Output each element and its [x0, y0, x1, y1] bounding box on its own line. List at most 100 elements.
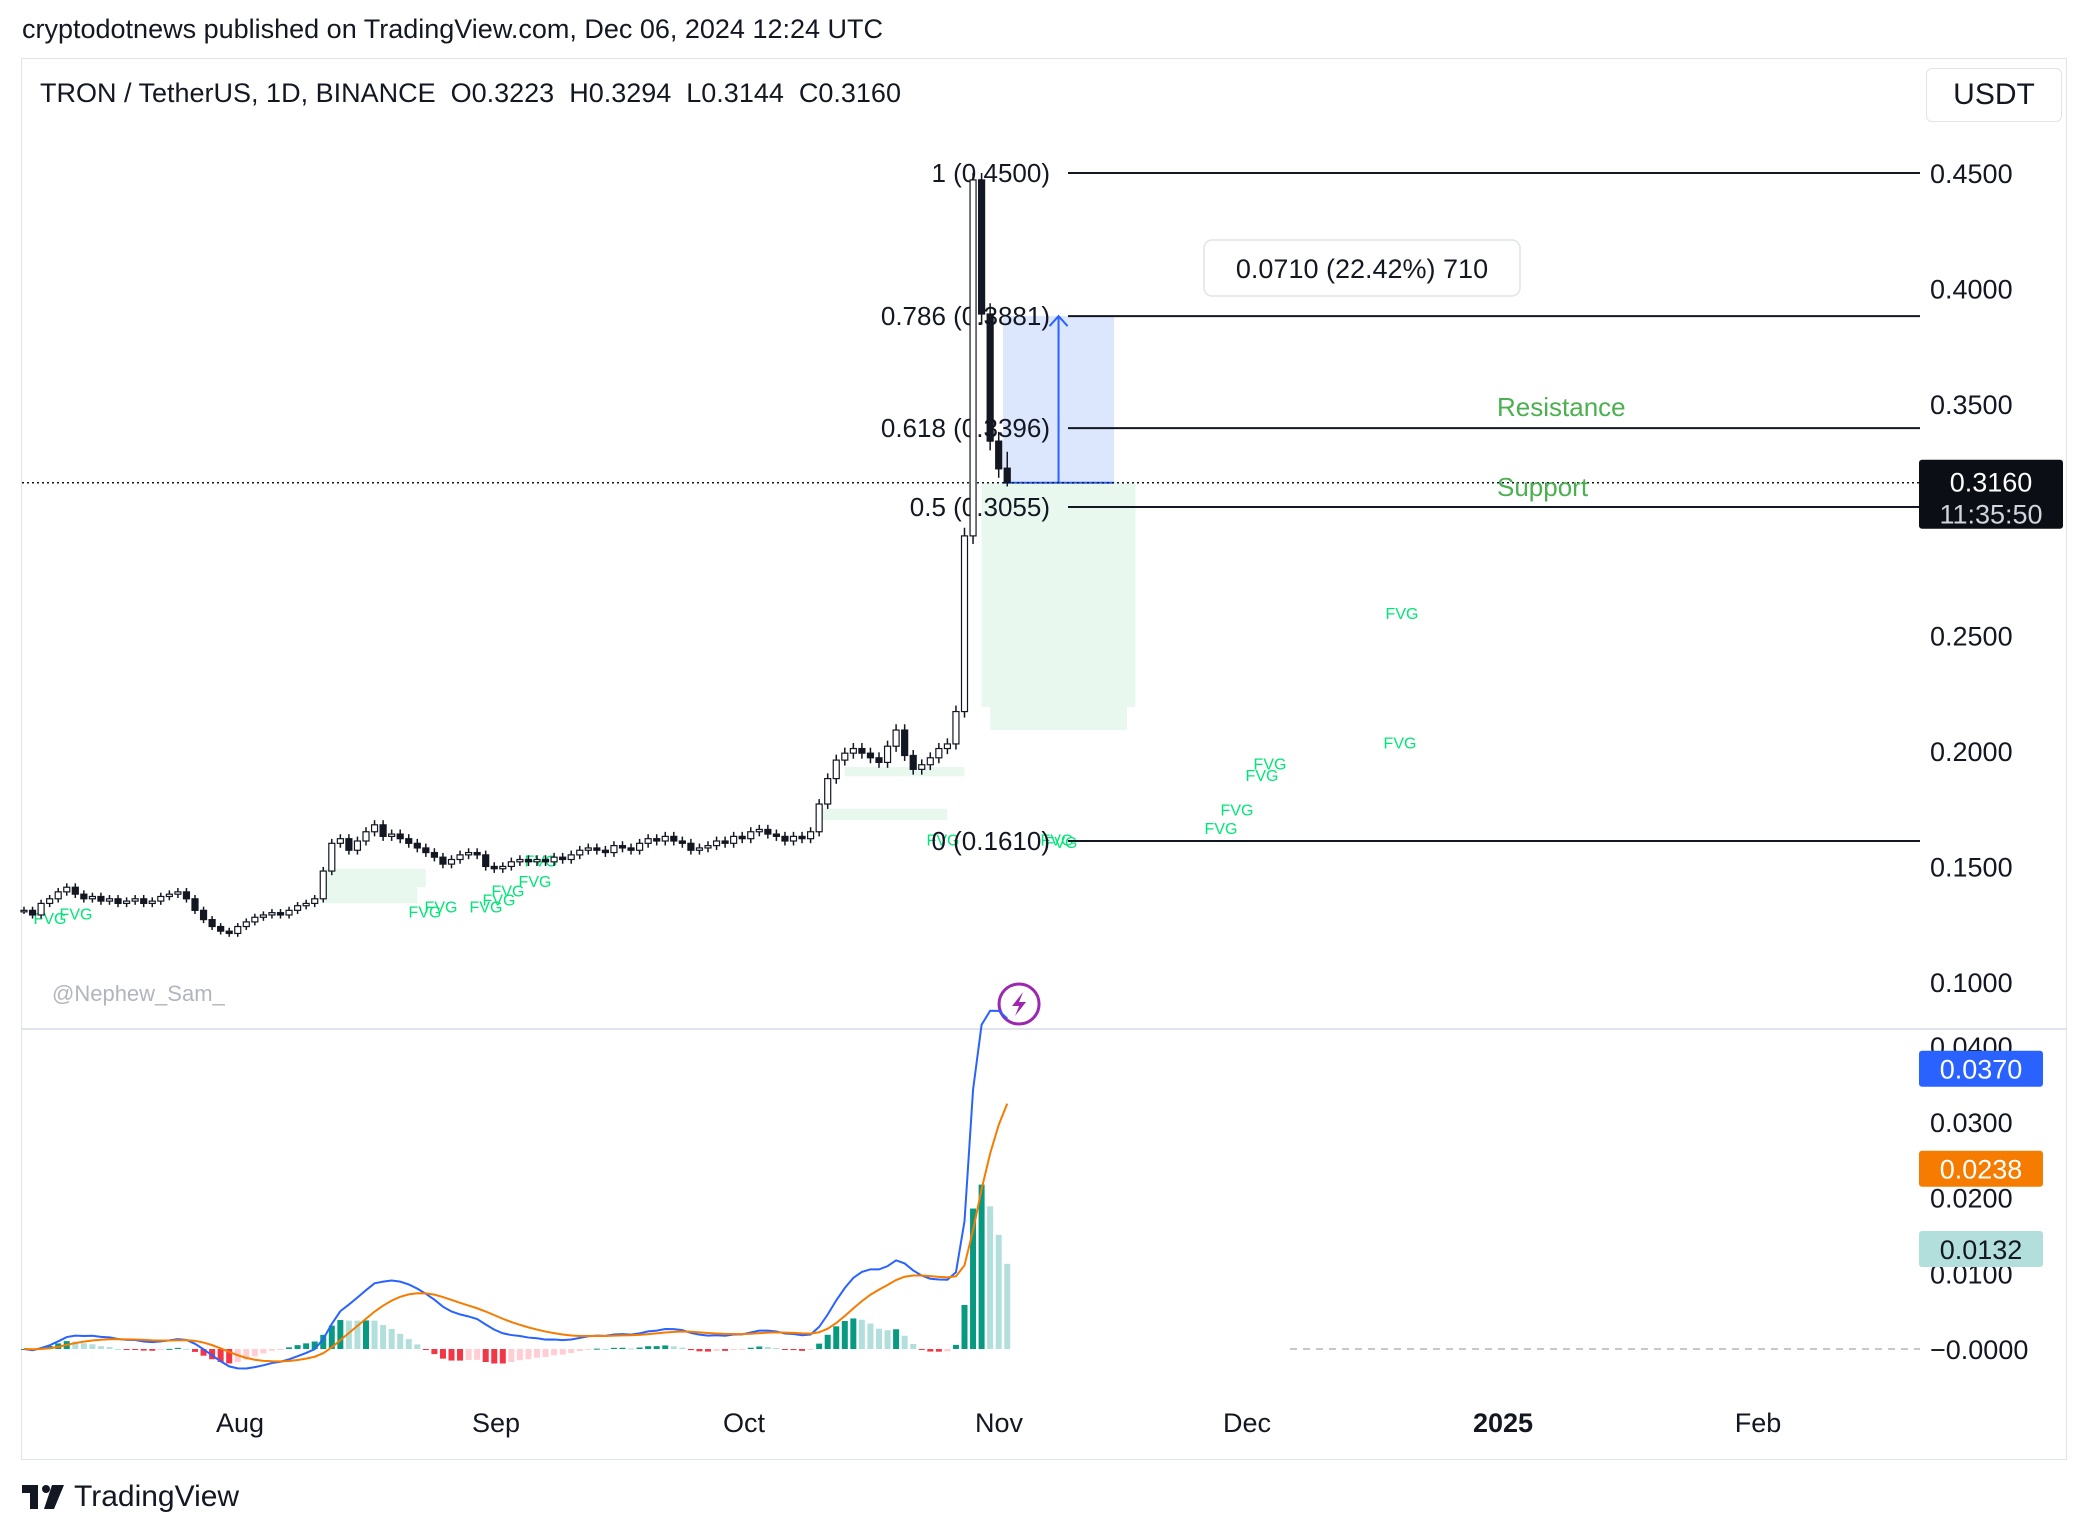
candle-body [302, 902, 310, 907]
macd-hist-bar [559, 1349, 566, 1355]
candle-body [191, 898, 199, 911]
candle-body [396, 833, 404, 840]
macd-hist-bar [722, 1349, 729, 1351]
tradingview-logo-icon [22, 1485, 64, 1509]
candle-body [157, 895, 165, 902]
macd-hist-bar [893, 1329, 900, 1349]
macd-hist-bar [525, 1349, 532, 1360]
macd-hist-bar [628, 1348, 635, 1350]
candle-body [909, 754, 917, 770]
fvg-label: FVG [1246, 768, 1279, 785]
macd-hist-bar [354, 1320, 361, 1349]
macd-hist-bar [705, 1349, 711, 1352]
macd-hist-bar [730, 1349, 737, 1350]
countdown-value: 11:35:50 [1939, 500, 2042, 530]
candle-body [234, 925, 242, 935]
candle-body [28, 909, 37, 916]
time-axis-tick: Sep [472, 1408, 520, 1438]
candle-body [362, 831, 370, 842]
last-price-badge [1919, 459, 2063, 529]
candle-body [584, 847, 592, 851]
candle-body [217, 925, 225, 932]
macd-hist-bar [679, 1347, 686, 1349]
last-price-value: 0.3160 [1950, 468, 2033, 498]
macd-axis-tick: −0.0000 [1930, 1335, 2028, 1365]
candle-body [114, 898, 122, 905]
macd-hist-bar [457, 1349, 464, 1361]
macd-hist-bar [781, 1349, 788, 1350]
macd-hist-bar [610, 1347, 617, 1349]
macd-hist-bar [97, 1346, 104, 1349]
price-axis-tick: 0.4500 [1930, 159, 2013, 189]
symbol-info: TRON / TetherUS, 1D, BINANCE O0.3223 H0.… [40, 78, 901, 108]
support-label: Support [1497, 472, 1589, 502]
macd-value-badge [1919, 1150, 2043, 1187]
fvg-label: FVG [409, 904, 442, 921]
candle-body [883, 745, 892, 764]
brand-footer[interactable]: TradingView [22, 1480, 239, 1514]
price-axis-tick: 0.2500 [1930, 621, 2013, 651]
lightning-bolt [1012, 992, 1027, 1016]
candle-body [806, 831, 815, 840]
candle-body [499, 865, 507, 870]
macd-hist-bar [174, 1347, 181, 1349]
macd-hist-bar [192, 1349, 198, 1352]
chart-frame [21, 58, 2067, 1460]
macd-hist-bar [268, 1349, 275, 1351]
macd-hist-bar [713, 1349, 720, 1351]
macd-hist-bar [448, 1349, 455, 1361]
candle-body [670, 835, 678, 842]
candle-body [294, 905, 302, 911]
macd-hist-bar [918, 1349, 925, 1350]
candle-body [388, 833, 396, 837]
macd-hist-bar [363, 1320, 369, 1349]
macd-hist-bar [516, 1349, 523, 1361]
macd-hist-bar [286, 1347, 293, 1349]
candle-body [439, 856, 447, 865]
macd-hist-bar [551, 1349, 558, 1356]
candle-body [370, 824, 379, 833]
candle-body [131, 898, 139, 902]
candle-body [174, 891, 182, 895]
macd-value-badge [1919, 1050, 2043, 1087]
candle-body [901, 729, 909, 757]
candle-body [311, 898, 319, 905]
candle-body [815, 803, 823, 833]
macd-hist-bar [833, 1326, 840, 1349]
currency-button[interactable]: USDT [1926, 68, 2062, 122]
macd-hist-bar [534, 1349, 540, 1358]
macd-hist-bar [499, 1349, 506, 1364]
candle-body [430, 851, 438, 858]
candle-body [687, 842, 695, 851]
candle-body [918, 764, 926, 770]
macd-hist-bar [858, 1319, 865, 1349]
macd-hist-bar [756, 1346, 763, 1349]
measure-arrow-head [1048, 314, 1069, 327]
macd-hist-bar [140, 1349, 147, 1351]
price-axis-tick: 0.3500 [1930, 390, 2013, 420]
macd-hist-bar [439, 1349, 446, 1359]
macd-hist-bar [345, 1320, 352, 1349]
fib-level-label: 0.5 (0.3055) [910, 492, 1050, 522]
macd-hist-bar [867, 1323, 874, 1349]
time-axis-tick: Aug [216, 1408, 264, 1438]
macd-hist-bar [166, 1348, 173, 1350]
candle-body [46, 898, 54, 905]
macd-hist-bar [243, 1349, 250, 1360]
macd-hist-bar [816, 1343, 823, 1349]
candle-body [63, 886, 71, 893]
candle-body [405, 838, 413, 844]
fvg-label: FVG [1221, 803, 1254, 820]
macd-hist-bar [876, 1328, 882, 1349]
fvg-zone [844, 767, 965, 777]
candle-body [225, 930, 233, 935]
candle-body [986, 313, 994, 442]
macd-hist-bar [491, 1349, 498, 1364]
candle-body [516, 858, 524, 863]
time-axis-tick: Feb [1735, 1408, 1782, 1438]
macd-hist-bar [422, 1349, 429, 1350]
fvg-label: FVG [425, 900, 458, 917]
macd-hist-bar [388, 1328, 395, 1349]
macd-hist-bar [841, 1320, 848, 1349]
